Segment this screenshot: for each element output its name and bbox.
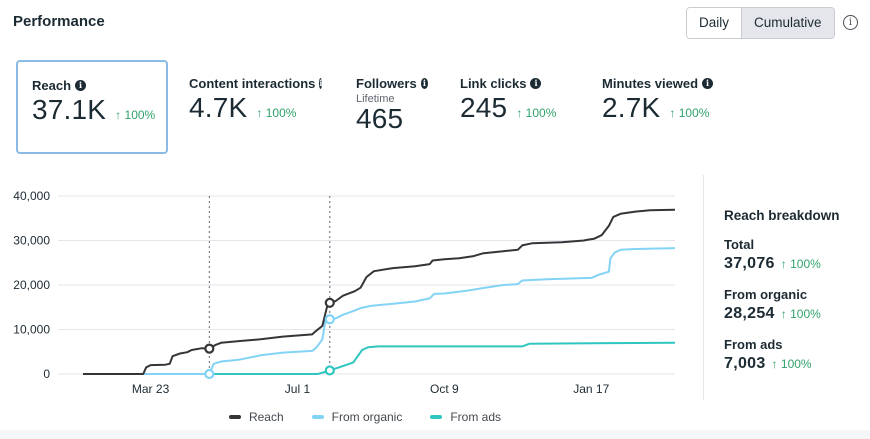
delta-badge: ↑ 100% [771, 357, 812, 371]
arrow-up-icon: ↑ [771, 357, 778, 371]
legend-item-reach[interactable]: Reach [228, 410, 284, 424]
y-tick-label: 0 [43, 367, 50, 381]
info-icon[interactable]: i [420, 78, 428, 89]
page-title: Performance [13, 13, 105, 30]
delta-badge: ↑ 100% [516, 106, 557, 120]
arrow-up-icon: ↑ [780, 307, 787, 321]
arrow-up-icon: ↑ [115, 108, 122, 122]
view-toggle: Daily Cumulative [686, 7, 835, 39]
breakdown-item-organic: From organic 28,254 ↑ 100% [724, 287, 821, 322]
x-tick-label: Jul 1 [285, 382, 311, 396]
arrow-up-icon: ↑ [516, 106, 523, 120]
arrow-up-icon: ↑ [780, 257, 787, 271]
series-line-reach [83, 208, 676, 375]
metric-label: Minutes viewed [602, 76, 699, 91]
breakdown-item-ads: From ads 7,003 ↑ 100% [724, 337, 812, 372]
metric-label: Reach [32, 78, 72, 93]
x-tick-label: Jan 17 [573, 382, 609, 396]
metric-value: 465 [356, 103, 404, 134]
metric-value: 37.1K [32, 94, 107, 125]
footer-shade [0, 430, 870, 439]
delta-badge: ↑ 100% [256, 106, 297, 120]
y-tick-label: 30,000 [13, 234, 50, 248]
metric-card-reach[interactable]: Reach i 37.1K ↑ 100% [16, 60, 168, 154]
info-circle-icon[interactable]: i [843, 15, 858, 30]
delta-badge: ↑ 100% [780, 307, 821, 321]
legend-item-organic[interactable]: From organic [311, 410, 402, 424]
data-point-marker [204, 343, 215, 354]
info-icon[interactable]: i [319, 78, 323, 89]
metric-card-followers[interactable]: Followers i Lifetime 465 [342, 60, 442, 154]
metric-value: 245 [460, 92, 508, 123]
metric-value: 2.7K [602, 92, 661, 123]
metric-card-minutes-viewed[interactable]: Minutes viewed i 2.7K ↑ 100% [588, 60, 738, 154]
y-tick-label: 20,000 [13, 278, 50, 292]
arrow-up-icon: ↑ [669, 106, 676, 120]
data-point-marker [324, 314, 335, 325]
metric-sublabel: Lifetime [356, 93, 395, 105]
breakdown-value: 7,003 [724, 355, 766, 372]
arrow-up-icon: ↑ [256, 106, 263, 120]
series-line-from-organic [83, 247, 676, 375]
reach-breakdown-panel: Reach breakdown Total 37,076 ↑ 100% From … [724, 208, 840, 373]
delta-badge: ↑ 100% [115, 108, 156, 122]
y-tick-label: 40,000 [13, 189, 50, 203]
data-point-marker [324, 297, 335, 308]
data-point-marker [324, 365, 335, 376]
legend-item-ads[interactable]: From ads [430, 410, 501, 424]
metric-value: 4.7K [189, 92, 248, 123]
y-tick-label: 10,000 [13, 323, 50, 337]
metric-card-content-interactions[interactable]: Content interactions i 4.7K ↑ 100% [175, 60, 335, 154]
metric-label: Link clicks [460, 76, 527, 91]
delta-badge: ↑ 100% [669, 106, 710, 120]
delta-badge: ↑ 100% [780, 257, 821, 271]
chart-legend: Reach From organic From ads [0, 410, 690, 424]
x-tick-label: Mar 23 [132, 382, 170, 396]
metric-label: Content interactions [189, 76, 316, 91]
info-icon[interactable]: i [530, 78, 542, 89]
breakdown-value: 37,076 [724, 255, 775, 272]
legend-swatch [311, 415, 324, 419]
series-line-from-ads [83, 341, 676, 375]
legend-swatch [430, 415, 443, 419]
reach-line-chart: 0 10,000 20,000 30,000 40,000 Mar 23 Jul 1 Oct… [13, 189, 676, 396]
x-tick-label: Oct 9 [430, 382, 459, 396]
toggle-daily[interactable]: Daily [687, 8, 742, 38]
data-point-marker [204, 368, 215, 380]
breakdown-value: 28,254 [724, 305, 775, 322]
breakdown-title: Reach breakdown [724, 208, 840, 223]
info-icon[interactable]: i [702, 78, 714, 89]
legend-swatch [228, 415, 241, 419]
metric-label: Followers [356, 76, 417, 91]
metric-card-link-clicks[interactable]: Link clicks i 245 ↑ 100% [446, 60, 586, 154]
breakdown-item-total: Total 37,076 ↑ 100% [724, 237, 821, 272]
panel-divider [703, 175, 704, 400]
toggle-cumulative[interactable]: Cumulative [741, 8, 834, 38]
info-icon[interactable]: i [75, 80, 87, 91]
